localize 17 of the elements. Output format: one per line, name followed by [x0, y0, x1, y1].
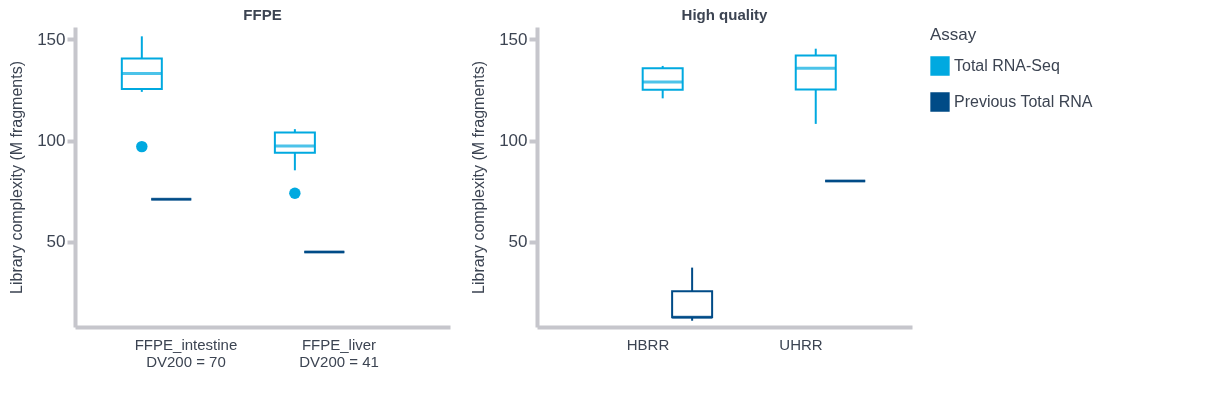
y-tick-label: 150: [499, 29, 528, 49]
y-tick-label: 100: [499, 131, 528, 151]
legend-label: Previous Total RNA: [954, 93, 1093, 110]
y-tick-label: 50: [508, 232, 528, 252]
x-tick-label: HBRR: [626, 335, 670, 353]
y-tick-label: 50: [46, 232, 66, 252]
y-tick-label: 100: [37, 131, 66, 151]
chart-title: High quality: [681, 6, 769, 23]
x-tick-label: UHRR: [779, 335, 823, 353]
x-tick-label: FFPE_liver DV200 = 41: [299, 335, 379, 370]
chart-title: FFPE: [243, 6, 282, 23]
legend-title: Assay: [930, 25, 977, 44]
legend-label: Total RNA-Seq: [954, 57, 1060, 74]
y-tick-label: 150: [37, 29, 66, 49]
y-axis-title: Library complexity (M fragments): [8, 61, 26, 294]
y-axis-title: Library complexity (M fragments): [470, 61, 488, 294]
x-tick-label: FFPE_intestine DV200 = 70: [134, 335, 238, 370]
